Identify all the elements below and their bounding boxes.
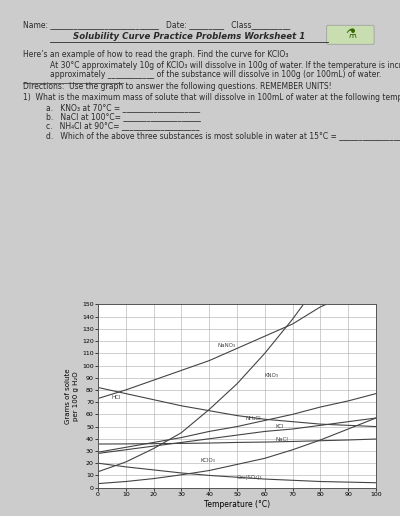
Text: 1)  What is the maximum mass of solute that will dissolve in 100mL of water at t: 1) What is the maximum mass of solute th… — [23, 93, 400, 102]
Text: b.   NaCl at 100°C= ____________________: b. NaCl at 100°C= ____________________ — [46, 112, 201, 121]
Text: Name: ____________________________   Date: _________   Class__________: Name: ____________________________ Date:… — [23, 20, 290, 29]
X-axis label: Temperature (°C): Temperature (°C) — [204, 499, 270, 509]
Text: NaNO₃: NaNO₃ — [218, 344, 236, 348]
Text: Solubility Curve Practice Problems Worksheet 1: Solubility Curve Practice Problems Works… — [72, 32, 305, 41]
Text: NaCl: NaCl — [276, 438, 289, 443]
Text: approximately ____________ of the substance will dissolve in 100g (or 100mL) of : approximately ____________ of the substa… — [50, 70, 381, 79]
Text: Here’s an example of how to read the graph. Find the curve for KClO₃: Here’s an example of how to read the gra… — [23, 50, 289, 59]
Text: Ce₂(SO₄)₃: Ce₂(SO₄)₃ — [237, 475, 263, 480]
Text: NH₄Cl: NH₄Cl — [245, 415, 261, 421]
Text: d.   Which of the above three substances is most soluble in water at 15°C = ____: d. Which of the above three substances i… — [46, 131, 400, 140]
Text: KClO₃: KClO₃ — [201, 458, 216, 463]
FancyBboxPatch shape — [327, 25, 374, 44]
Y-axis label: Grams of solute
per 100 g H₂O: Grams of solute per 100 g H₂O — [65, 368, 79, 424]
Text: c.   NH₄Cl at 90°C= ____________________: c. NH₄Cl at 90°C= ____________________ — [46, 121, 199, 131]
Text: Directions:  Use the graph to answer the following questions. REMEMBER UNITS!: Directions: Use the graph to answer the … — [23, 82, 332, 91]
Text: HCl: HCl — [112, 395, 121, 400]
Text: KNO₃: KNO₃ — [265, 373, 279, 378]
Text: a.   KNO₃ at 70°C = ____________________: a. KNO₃ at 70°C = ____________________ — [46, 103, 200, 112]
Text: KCl: KCl — [276, 424, 284, 429]
Text: ⚗: ⚗ — [345, 28, 356, 41]
Text: At 30°C approximately 10g of KClO₃ will dissolve in 100g of water. If the temper: At 30°C approximately 10g of KClO₃ will … — [50, 61, 400, 70]
